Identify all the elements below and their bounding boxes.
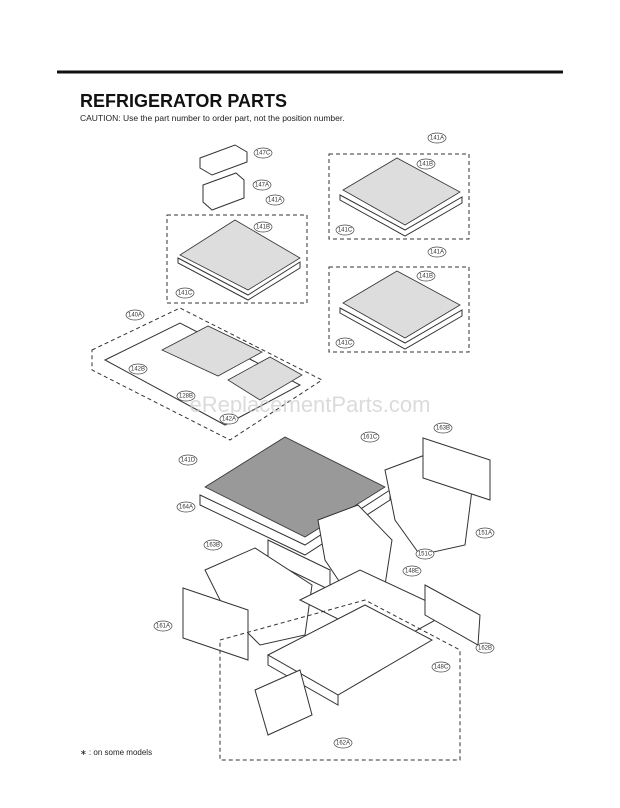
label-bubble [128, 363, 148, 375]
label-bubble [360, 431, 380, 443]
label-bubble [252, 179, 272, 191]
part-label: 141C [338, 341, 353, 347]
label-bubble [253, 147, 273, 159]
label-bubble [265, 194, 285, 206]
label-bubble [178, 454, 198, 466]
part-label: 151C [418, 552, 433, 558]
label-bubble [153, 620, 173, 632]
part-label: 148E [405, 569, 419, 575]
part-label: 141A [430, 250, 444, 256]
part-label: 147C [256, 151, 271, 157]
label-bubble [335, 337, 355, 349]
part-label: 164A [179, 505, 193, 511]
label-bubble [415, 548, 435, 560]
part-label: 141C [338, 228, 353, 234]
part-label: 142B [131, 367, 145, 373]
part-label: 141D [181, 458, 196, 464]
part-label: 142A [222, 417, 236, 423]
label-bubble [427, 246, 447, 258]
part-label: 147A [255, 183, 269, 189]
watermark: eReplacementParts.com [190, 392, 431, 417]
caution: CAUTION: Use the part number to order pa… [80, 113, 345, 123]
part-label: 141B [419, 162, 433, 168]
label-bubble [416, 270, 436, 282]
part-label: 148C [434, 665, 449, 671]
part-label: 161A [156, 624, 170, 630]
label-bubble [203, 539, 223, 551]
part-label: 141A [430, 136, 444, 142]
label-bubble [175, 287, 195, 299]
label-bubble [333, 737, 353, 749]
label-bubble [416, 158, 436, 170]
part-label: 162B [478, 646, 492, 652]
part-label: 161C [363, 435, 378, 441]
label-group: 147C 147A 141A 141B 141C 141A 141B 141C 141A 141B… [125, 132, 495, 749]
label-bubble [335, 224, 355, 236]
part-label: 162A [336, 741, 350, 747]
part-label: 141C [178, 291, 193, 297]
part-label: 128B [179, 394, 193, 400]
label-bubble [475, 527, 495, 539]
part-label: 163B [436, 426, 450, 432]
label-bubble [402, 565, 422, 577]
label-bubble [176, 501, 196, 513]
label-bubble [475, 642, 495, 654]
part-label: 151A [478, 531, 492, 537]
label-bubble [253, 221, 273, 233]
part-label: 141A [268, 198, 282, 204]
label-bubble [431, 661, 451, 673]
part-label: 141B [256, 225, 270, 231]
footnote: ∗ : on some models [80, 748, 152, 757]
label-bubble [219, 413, 239, 425]
label-bubble [125, 309, 145, 321]
parts-drawing [91, 144, 491, 761]
label-bubble [433, 422, 453, 434]
part-label: 141B [419, 274, 433, 280]
title: REFRIGERATOR PARTS [80, 91, 287, 111]
part-label: 140A [128, 313, 142, 319]
part-label: 163B [206, 543, 220, 549]
label-bubble [427, 132, 447, 144]
label-bubble [176, 390, 196, 402]
